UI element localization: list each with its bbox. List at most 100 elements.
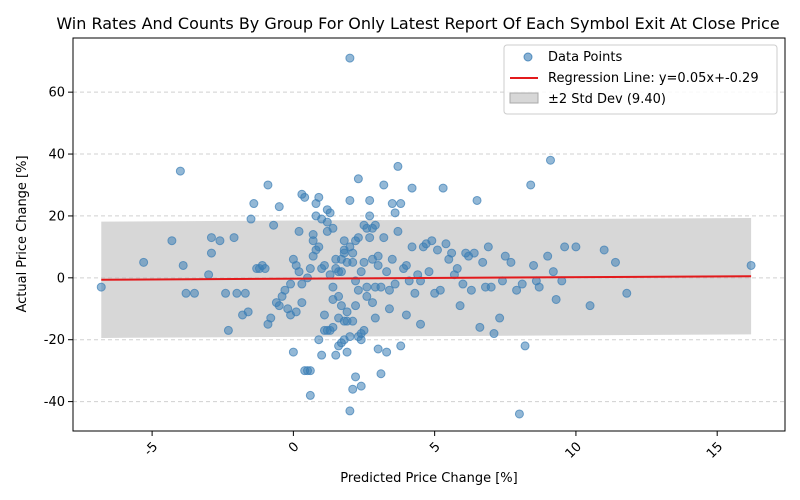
y-tick-label: -40 [44, 395, 65, 410]
data-point [300, 192, 310, 202]
data-point [495, 313, 505, 323]
data-point [571, 242, 581, 252]
data-point [545, 155, 555, 165]
data-point [379, 180, 389, 190]
data-point [328, 282, 338, 292]
data-point [469, 248, 479, 258]
data-point [359, 257, 369, 267]
data-point [438, 183, 448, 193]
data-point [204, 270, 214, 280]
data-point [390, 208, 400, 218]
legend-box [503, 44, 778, 115]
data-point [238, 310, 248, 320]
data-point [365, 233, 375, 243]
data-point [359, 220, 369, 230]
data-point [441, 239, 451, 249]
data-point [254, 264, 264, 274]
data-point [215, 236, 225, 246]
data-point [322, 226, 332, 236]
data-point [311, 245, 321, 255]
y-tick-label: 40 [48, 148, 65, 163]
data-point [351, 372, 361, 382]
data-point [181, 288, 191, 298]
data-point [348, 316, 358, 326]
data-point [362, 282, 372, 292]
data-point [167, 236, 177, 246]
data-point [96, 282, 106, 292]
data-point [274, 301, 284, 311]
data-point [746, 260, 756, 270]
data-point [328, 294, 338, 304]
data-point [331, 350, 341, 360]
data-point [348, 248, 358, 258]
data-point [353, 285, 363, 295]
data-point [543, 251, 553, 261]
x-axis-label: Predicted Price Change [%] [340, 471, 517, 486]
x-axis-ticks: -5 0 5 10 15 [141, 431, 726, 462]
data-point [407, 242, 417, 252]
data-point [269, 220, 279, 230]
y-tick-label: 60 [48, 86, 65, 101]
data-point [489, 329, 499, 339]
data-point [339, 245, 349, 255]
legend-band-marker [509, 92, 539, 104]
data-point [311, 199, 321, 209]
data-point [472, 195, 482, 205]
data-point [345, 406, 355, 416]
y-axis-label: Actual Price Change [%] [15, 155, 30, 312]
data-point [345, 53, 355, 63]
data-point [206, 233, 216, 243]
data-point [336, 254, 346, 264]
legend-points-label: Data Points [548, 50, 622, 65]
data-point [317, 350, 327, 360]
data-point [277, 291, 287, 301]
data-point [305, 264, 315, 274]
data-point [384, 304, 394, 314]
plot-frame [72, 37, 786, 432]
legend-points-marker [523, 52, 533, 62]
data-point [396, 341, 406, 351]
data-point [610, 257, 620, 267]
data-point [483, 242, 493, 252]
data-point [466, 285, 476, 295]
data-point [263, 180, 273, 190]
data-point [435, 285, 445, 295]
data-point [249, 199, 259, 209]
data-point [288, 347, 298, 357]
data-point [599, 245, 609, 255]
data-point [506, 257, 516, 267]
regression-line [101, 275, 752, 281]
data-point [286, 279, 296, 289]
data-point [336, 267, 346, 277]
data-point [365, 211, 375, 221]
legend: Data Points Regression Line: y=0.05x+-0.… [503, 44, 778, 115]
data-point [585, 301, 595, 311]
data-point [305, 390, 315, 400]
x-tick-label: -5 [141, 439, 161, 459]
data-point [526, 180, 536, 190]
data-point [294, 226, 304, 236]
data-point [317, 214, 327, 224]
data-point [339, 316, 349, 326]
y-tick-label: 20 [48, 209, 65, 224]
data-point [390, 279, 400, 289]
data-point [514, 409, 524, 419]
data-point [393, 161, 403, 171]
data-point [351, 301, 361, 311]
data-point [240, 288, 250, 298]
data-point [517, 279, 527, 289]
x-tick-label: 5 [427, 439, 443, 455]
data-point [461, 248, 471, 258]
x-tick-label: 0 [286, 439, 302, 455]
data-point [384, 285, 394, 295]
data-point [342, 307, 352, 317]
data-point [407, 183, 417, 193]
data-point [356, 381, 366, 391]
data-point [178, 260, 188, 270]
data-point [291, 260, 301, 270]
data-point [373, 344, 383, 354]
data-point [551, 294, 561, 304]
data-point [246, 214, 256, 224]
data-point [512, 285, 522, 295]
